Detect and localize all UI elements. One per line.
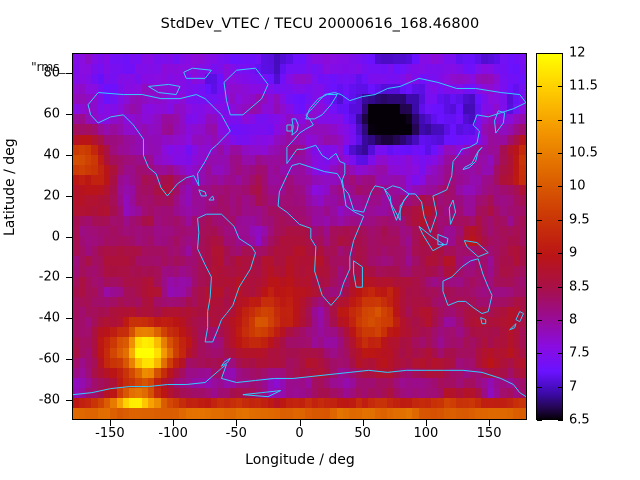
y-tick-label: 20 <box>43 188 60 204</box>
x-tick-mark <box>109 420 111 426</box>
x-tick-mark <box>236 420 238 426</box>
colorbar-tick-label: 6.5 <box>569 412 590 428</box>
x-tick-label: -150 <box>95 426 125 441</box>
x-tick-mark <box>299 420 301 426</box>
y-tick-label: 40 <box>43 147 60 163</box>
colorbar-tick-mark <box>537 153 542 155</box>
y-tick-label: 0 <box>51 229 60 244</box>
x-tick-label: -50 <box>225 426 247 441</box>
y-tick-label: -20 <box>38 269 60 285</box>
colorbar-tick-mark <box>558 53 563 54</box>
y-tick-label: 80 <box>43 65 60 81</box>
y-tick-mark <box>66 73 72 75</box>
colorbar-tick-label: 11 <box>569 112 586 128</box>
colorbar-tick-label: 8 <box>569 312 578 328</box>
colorbar-tick-mark <box>537 286 542 288</box>
colorbar-tick-label: 10 <box>569 178 586 194</box>
tec-heatmap-raster <box>73 54 526 419</box>
x-tick-label: -100 <box>158 426 188 441</box>
colorbar-tick-mark <box>558 86 563 88</box>
colorbar-tick-mark <box>537 386 542 388</box>
colorbar-tick-mark <box>558 219 563 221</box>
colorbar-tick-mark <box>537 319 542 321</box>
y-axis-label: Latitude / deg <box>2 138 18 236</box>
colorbar-tick-mark <box>558 386 563 388</box>
overlapping-artifact-label: "rms_ <box>31 59 66 74</box>
colorbar[interactable] <box>536 53 563 420</box>
colorbar-tick-mark <box>558 420 563 421</box>
x-tick-mark <box>489 420 491 426</box>
x-axis-label: Longitude / deg <box>245 452 355 468</box>
y-tick-mark <box>66 399 72 401</box>
x-tick-label: 150 <box>476 426 502 441</box>
colorbar-tick-mark <box>558 153 563 155</box>
colorbar-tick-mark <box>537 186 542 188</box>
x-tick-label: 100 <box>413 426 439 441</box>
colorbar-tick-mark <box>558 253 563 255</box>
colorbar-tick-mark <box>537 253 542 255</box>
x-tick-mark <box>425 420 427 426</box>
y-tick-mark <box>66 236 72 238</box>
colorbar-tick-mark <box>537 219 542 221</box>
x-tick-label: 0 <box>295 426 304 441</box>
colorbar-tick-mark <box>558 353 563 355</box>
colorbar-tick-mark <box>537 119 542 121</box>
y-tick-label: -80 <box>38 392 60 408</box>
colorbar-tick-label: 10.5 <box>569 145 598 161</box>
colorbar-tick-mark <box>558 186 563 188</box>
colorbar-tick-label: 11.5 <box>569 78 598 94</box>
colorbar-tick-label: 9.5 <box>569 212 590 228</box>
y-tick-mark <box>66 114 72 116</box>
y-tick-mark <box>66 154 72 156</box>
map-plot-area[interactable] <box>72 53 527 420</box>
x-tick-mark <box>362 420 364 426</box>
colorbar-tick-label: 9 <box>569 245 578 261</box>
y-tick-label: 60 <box>43 106 60 122</box>
colorbar-tick-label: 7 <box>569 379 578 395</box>
colorbar-tick-label: 7.5 <box>569 345 590 361</box>
colorbar-tick-mark <box>537 353 542 355</box>
y-tick-mark <box>66 318 72 320</box>
x-tick-label: 50 <box>354 426 371 441</box>
colorbar-tick-label: 8.5 <box>569 279 590 295</box>
y-tick-label: -40 <box>38 310 60 326</box>
colorbar-gradient <box>537 54 562 419</box>
y-tick-label: -60 <box>38 351 60 367</box>
figure-title: StdDev_VTEC / TECU 20000616_168.46800 <box>160 16 480 32</box>
colorbar-tick-label: 12 <box>569 45 586 61</box>
colorbar-tick-mark <box>537 420 542 421</box>
colorbar-tick-mark <box>558 119 563 121</box>
y-tick-mark <box>66 277 72 279</box>
x-tick-mark <box>173 420 175 426</box>
y-tick-mark <box>66 195 72 197</box>
colorbar-tick-mark <box>558 319 563 321</box>
colorbar-tick-mark <box>558 286 563 288</box>
colorbar-tick-mark <box>537 53 542 54</box>
y-tick-mark <box>66 358 72 360</box>
colorbar-tick-mark <box>537 86 542 88</box>
